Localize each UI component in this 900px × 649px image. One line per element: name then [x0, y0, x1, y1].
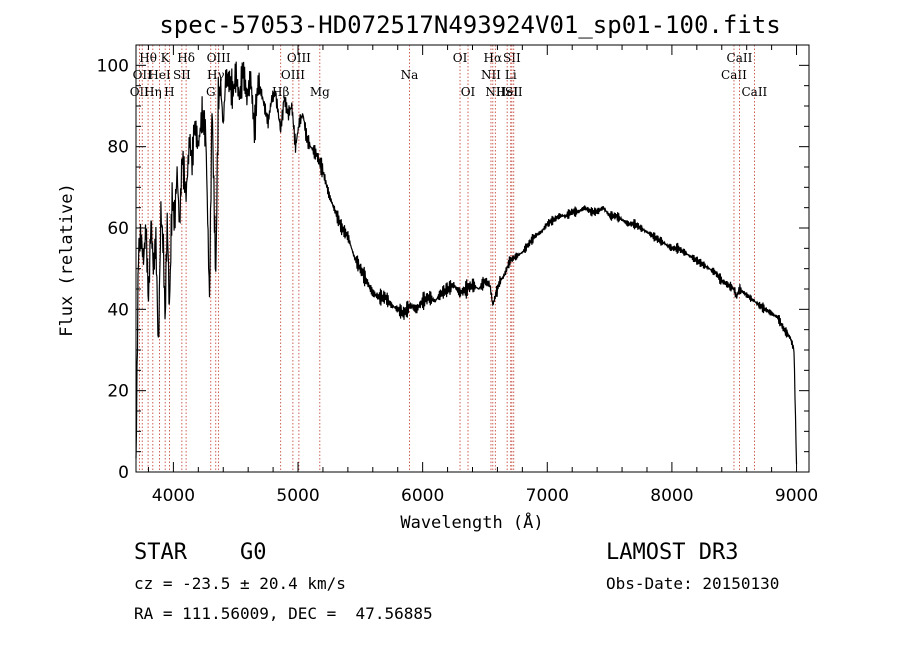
line-label: OII — [133, 68, 153, 82]
line-label: Hδ — [177, 51, 195, 65]
y-tick-label: 0 — [118, 463, 129, 483]
line-label: NII — [481, 68, 501, 82]
coordinates-text: RA = 111.56009, DEC = 47.56885 — [134, 604, 433, 623]
spectrum-line — [135, 61, 798, 464]
y-tick-label: 100 — [97, 56, 129, 76]
line-label: CaII — [727, 51, 753, 65]
line-label: K — [161, 51, 171, 65]
line-label: H — [164, 85, 174, 99]
line-label: SII — [505, 85, 523, 99]
line-label: HeI — [496, 85, 519, 99]
y-tick-label: 60 — [107, 219, 129, 239]
plot-frame — [135, 44, 810, 473]
line-label: OIII — [287, 51, 311, 65]
x-tick-label: 7000 — [526, 486, 569, 506]
x-tick-label: 9000 — [775, 486, 818, 506]
line-label: Mg — [310, 85, 330, 99]
line-label: CaII — [741, 85, 767, 99]
line-label: SII — [173, 68, 191, 82]
line-label: NII — [485, 85, 505, 99]
line-label: OIII — [207, 51, 231, 65]
x-axis-label: Wavelength (Å) — [400, 511, 543, 533]
line-label: Na — [401, 68, 419, 82]
line-label: Hγ — [207, 68, 225, 82]
line-label: OI — [461, 85, 476, 99]
line-label: SII — [503, 51, 521, 65]
y-tick-label: 40 — [107, 300, 129, 320]
line-label: Li — [505, 68, 517, 82]
line-label: Hθ — [139, 51, 157, 65]
redshift-text: cz = -23.5 ± 20.4 km/s — [134, 574, 346, 593]
x-tick-label: 4000 — [152, 486, 195, 506]
axis-ticks: 4000 5000 6000 7000 8000 9000 0 20 40 60 80 100 — [97, 45, 818, 506]
line-label: HeI — [148, 68, 171, 82]
spectral-line-markers: OIIOIIHθHηHeIKHSIIHδGHγOIIIHβOIIIOIIIMgN… — [130, 45, 768, 472]
y-tick-label: 20 — [107, 382, 129, 402]
object-class: STAR — [134, 540, 188, 565]
x-tick-label: 5000 — [276, 486, 319, 506]
line-label: OII — [130, 85, 150, 99]
line-label: Hη — [144, 85, 162, 99]
survey-name: LAMOST DR3 — [606, 540, 738, 565]
line-label: G — [206, 85, 216, 99]
object-subclass: G0 — [240, 540, 267, 565]
line-label: CaII — [721, 68, 747, 82]
y-axis-label: Flux (relative) — [57, 183, 77, 337]
line-label: Hα — [484, 51, 503, 65]
x-tick-label: 8000 — [650, 486, 693, 506]
x-tick-label: 6000 — [401, 486, 444, 506]
obs-date-text: Obs-Date: 20150130 — [606, 574, 779, 593]
y-tick-label: 80 — [107, 138, 129, 158]
line-label: OIII — [281, 68, 305, 82]
line-label: OI — [453, 51, 468, 65]
chart-title: spec-57053-HD072517N493924V01_sp01-100.f… — [159, 11, 780, 39]
